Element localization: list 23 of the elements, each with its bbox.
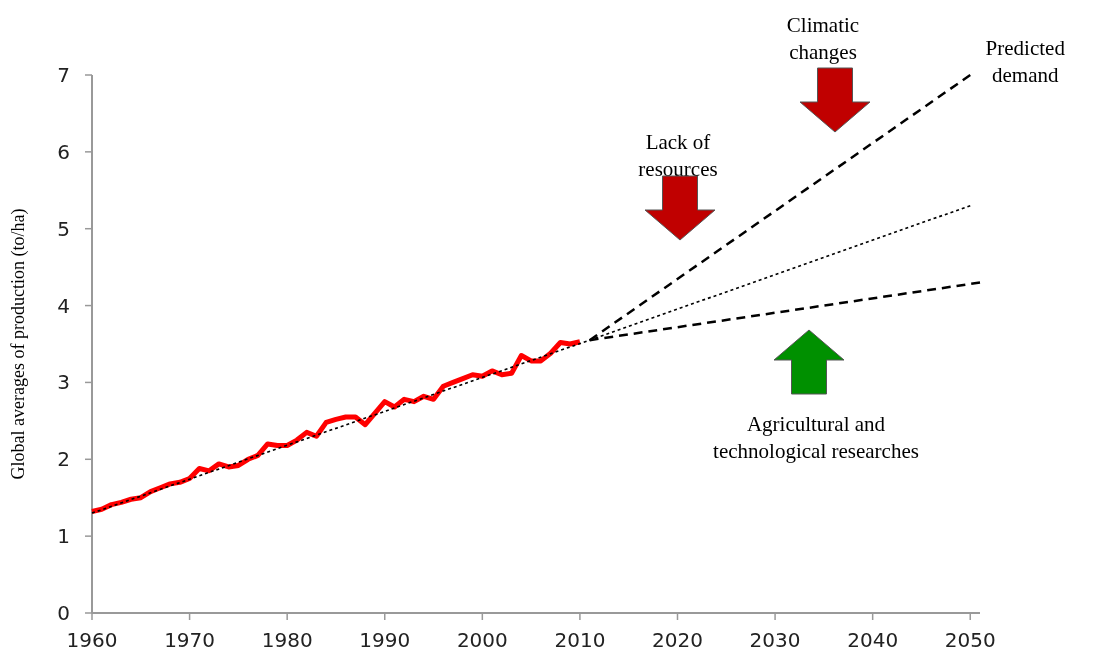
y-axis-title: Global averages of production (to/ha) (8, 208, 29, 480)
y-tick-label: 0 (57, 601, 70, 625)
x-tick-label: 1970 (164, 628, 216, 652)
x-tick-label: 2050 (944, 628, 996, 652)
annotation: Predicted demand (985, 36, 1066, 88)
x-tick-label: 2020 (652, 628, 703, 652)
x-tick-label: 2030 (749, 628, 801, 652)
annotation: Agricultural and technological researches (713, 412, 919, 464)
annotation: Lack of resources (638, 130, 718, 182)
y-tick-label: 7 (57, 63, 70, 87)
y-tick-label: 2 (57, 447, 70, 472)
y-tick-label: 6 (57, 139, 70, 164)
y-tick-label: 5 (57, 216, 70, 241)
text: Climatic changes (786, 13, 860, 65)
x-tick-label: 1990 (359, 628, 411, 652)
x-tick-label: 2000 (456, 628, 508, 652)
y-tick-label: 1 (57, 524, 70, 549)
x-tick-label: 1980 (261, 628, 313, 652)
x-tick-label: 2040 (847, 628, 899, 652)
x-tick-label: 1960 (66, 628, 118, 652)
y-tick-label: 3 (57, 370, 70, 395)
x-tick-label: 2010 (554, 628, 606, 652)
y-tick-label: 4 (57, 293, 70, 318)
